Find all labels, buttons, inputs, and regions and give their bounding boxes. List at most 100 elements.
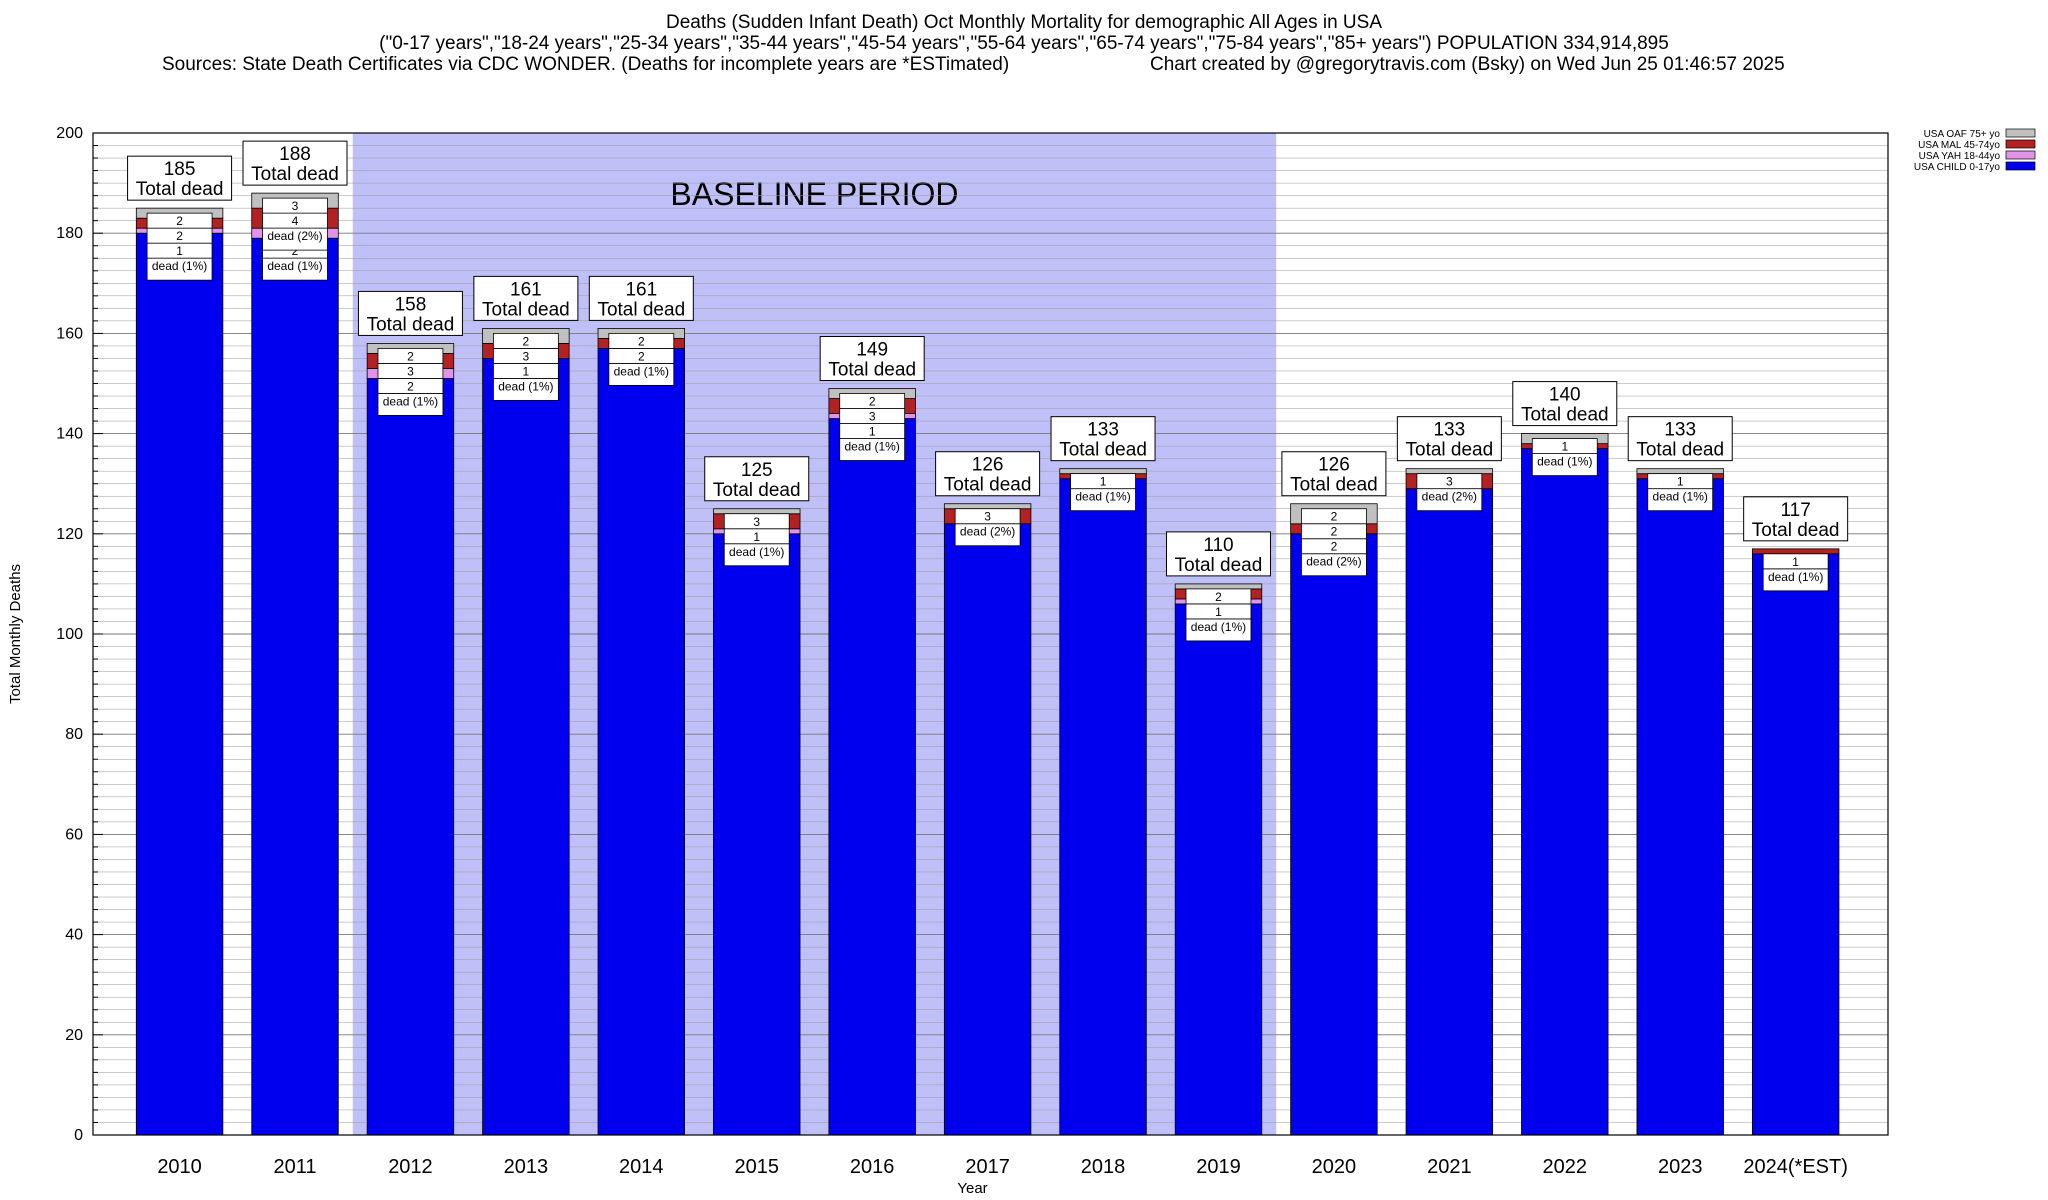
segment-label-box: [1647, 473, 1714, 490]
segment-label: 3: [523, 349, 530, 363]
bar-segment: [597, 348, 685, 1136]
chart-subtitle: ("0-17 years","18-24 years","25-34 years…: [379, 33, 1669, 54]
x-tick-label: 2015: [734, 1156, 779, 1178]
segment-label-box: [1070, 473, 1136, 490]
segment-label: 2: [1331, 525, 1338, 539]
bar-segment: [1174, 583, 1263, 590]
y-tick-label: 100: [56, 626, 83, 643]
total-dead-label: Total dead: [1290, 475, 1378, 496]
legend-swatch: [2005, 150, 2036, 160]
total-label-box: [1743, 496, 1849, 542]
y-tick-label: 140: [56, 426, 83, 443]
plot-frame: [92, 132, 1889, 1136]
segment-label: 3: [984, 510, 991, 524]
x-axis-label: Year: [957, 1180, 987, 1197]
total-value-label: 140: [1549, 385, 1581, 406]
segment-label: 2: [523, 334, 530, 348]
y-tick-label: 180: [56, 225, 83, 242]
x-tick-label: 2019: [1196, 1156, 1241, 1178]
segment-label: 2: [869, 395, 876, 409]
total-dead-label: Total dead: [482, 299, 570, 320]
segment-label: dead (2%): [960, 525, 1015, 539]
total-label-box: [357, 290, 463, 336]
total-value-label: 185: [164, 159, 196, 180]
segment-label: 2: [1331, 510, 1338, 524]
legend-label: USA MAL 45-74yo: [1918, 140, 2000, 151]
y-tick-label: 80: [65, 726, 83, 743]
chart-sources: Sources: State Death Certificates via CD…: [162, 54, 1010, 75]
segment-label: 2: [638, 349, 645, 363]
y-tick-label: 40: [65, 927, 83, 944]
total-dead-label: Total dead: [713, 480, 801, 501]
x-tick-label: 2020: [1312, 1156, 1357, 1178]
x-tick-label: 2023: [1658, 1156, 1703, 1178]
bar-segment: [828, 418, 916, 1136]
total-label-box: [935, 451, 1041, 497]
legend-swatch: [2005, 161, 2036, 171]
total-value-label: 133: [1087, 420, 1119, 441]
segment-label: dead (1%): [267, 259, 322, 273]
total-dead-label: Total dead: [367, 314, 455, 335]
total-label-box: [819, 336, 925, 382]
segment-label-box: [839, 393, 906, 409]
x-tick-label: 2017: [965, 1156, 1010, 1178]
segment-label-box: [608, 332, 675, 349]
segment-label-box: [1762, 553, 1829, 570]
bar-segment: [1290, 533, 1378, 1136]
bar-segment: [1405, 488, 1494, 1136]
bar-segment: [713, 533, 801, 1136]
total-label-box: [1396, 416, 1502, 462]
segment-label: dead (1%): [729, 545, 784, 559]
segment-label: 2: [407, 349, 414, 363]
y-tick-label: 120: [56, 526, 83, 543]
x-tick-label: 2022: [1543, 1156, 1588, 1178]
legend-label: USA CHILD 0-17yo: [1914, 162, 2001, 173]
total-value-label: 161: [510, 279, 542, 300]
x-tick-label: 2016: [850, 1156, 895, 1178]
segment-label: dead (1%): [152, 259, 207, 273]
segment-label: 3: [753, 515, 760, 529]
segment-label: dead (2%): [1306, 555, 1361, 569]
segment-label: dead (2%): [267, 229, 322, 243]
segment-label: dead (1%): [844, 440, 899, 454]
total-dead-label: Total dead: [1175, 555, 1263, 576]
segment-label: dead (1%): [1191, 620, 1246, 634]
total-dead-label: Total dead: [597, 299, 685, 320]
segment-label: 3: [1446, 475, 1453, 489]
segment-label: 2: [176, 214, 183, 228]
segment-label: dead (1%): [498, 379, 553, 393]
chart-title: Deaths (Sudden Infant Death) Oct Monthly…: [665, 12, 1383, 33]
x-tick-label: 2014: [619, 1156, 664, 1178]
total-dead-label: Total dead: [1521, 405, 1609, 426]
total-value-label: 126: [1318, 455, 1350, 476]
total-dead-label: Total dead: [1406, 440, 1494, 461]
x-tick-label: 2013: [504, 1156, 549, 1178]
segment-label: dead (2%): [1422, 490, 1477, 504]
total-dead-label: Total dead: [828, 360, 916, 381]
baseline-label: BASELINE PERIOD: [670, 176, 958, 212]
total-label-box: [704, 456, 810, 502]
total-label-box: [1512, 381, 1618, 427]
total-label-box: [1281, 451, 1387, 497]
total-value-label: 133: [1433, 420, 1465, 441]
legend-label: USA OAF 75+ yo: [1924, 129, 2001, 140]
segment-label: 3: [869, 410, 876, 424]
y-axis-label: Total Monthly Deaths: [7, 564, 24, 704]
x-tick-label: 2012: [388, 1156, 433, 1178]
segment-label: 4: [292, 214, 299, 228]
legend-swatch: [2005, 139, 2036, 149]
total-dead-label: Total dead: [1636, 440, 1724, 461]
total-value-label: 158: [395, 294, 427, 315]
total-value-label: 188: [279, 144, 311, 165]
x-tick-label: 2024(*EST): [1743, 1156, 1848, 1178]
segment-label: 1: [1561, 440, 1568, 454]
segment-label: 2: [1331, 540, 1338, 554]
segment-label-box: [723, 513, 790, 530]
segment-label: 2: [1215, 590, 1222, 604]
total-label-box: [1165, 531, 1271, 577]
legend-label: USA YAH 18-44yo: [1919, 151, 2001, 162]
total-value-label: 126: [972, 455, 1004, 476]
